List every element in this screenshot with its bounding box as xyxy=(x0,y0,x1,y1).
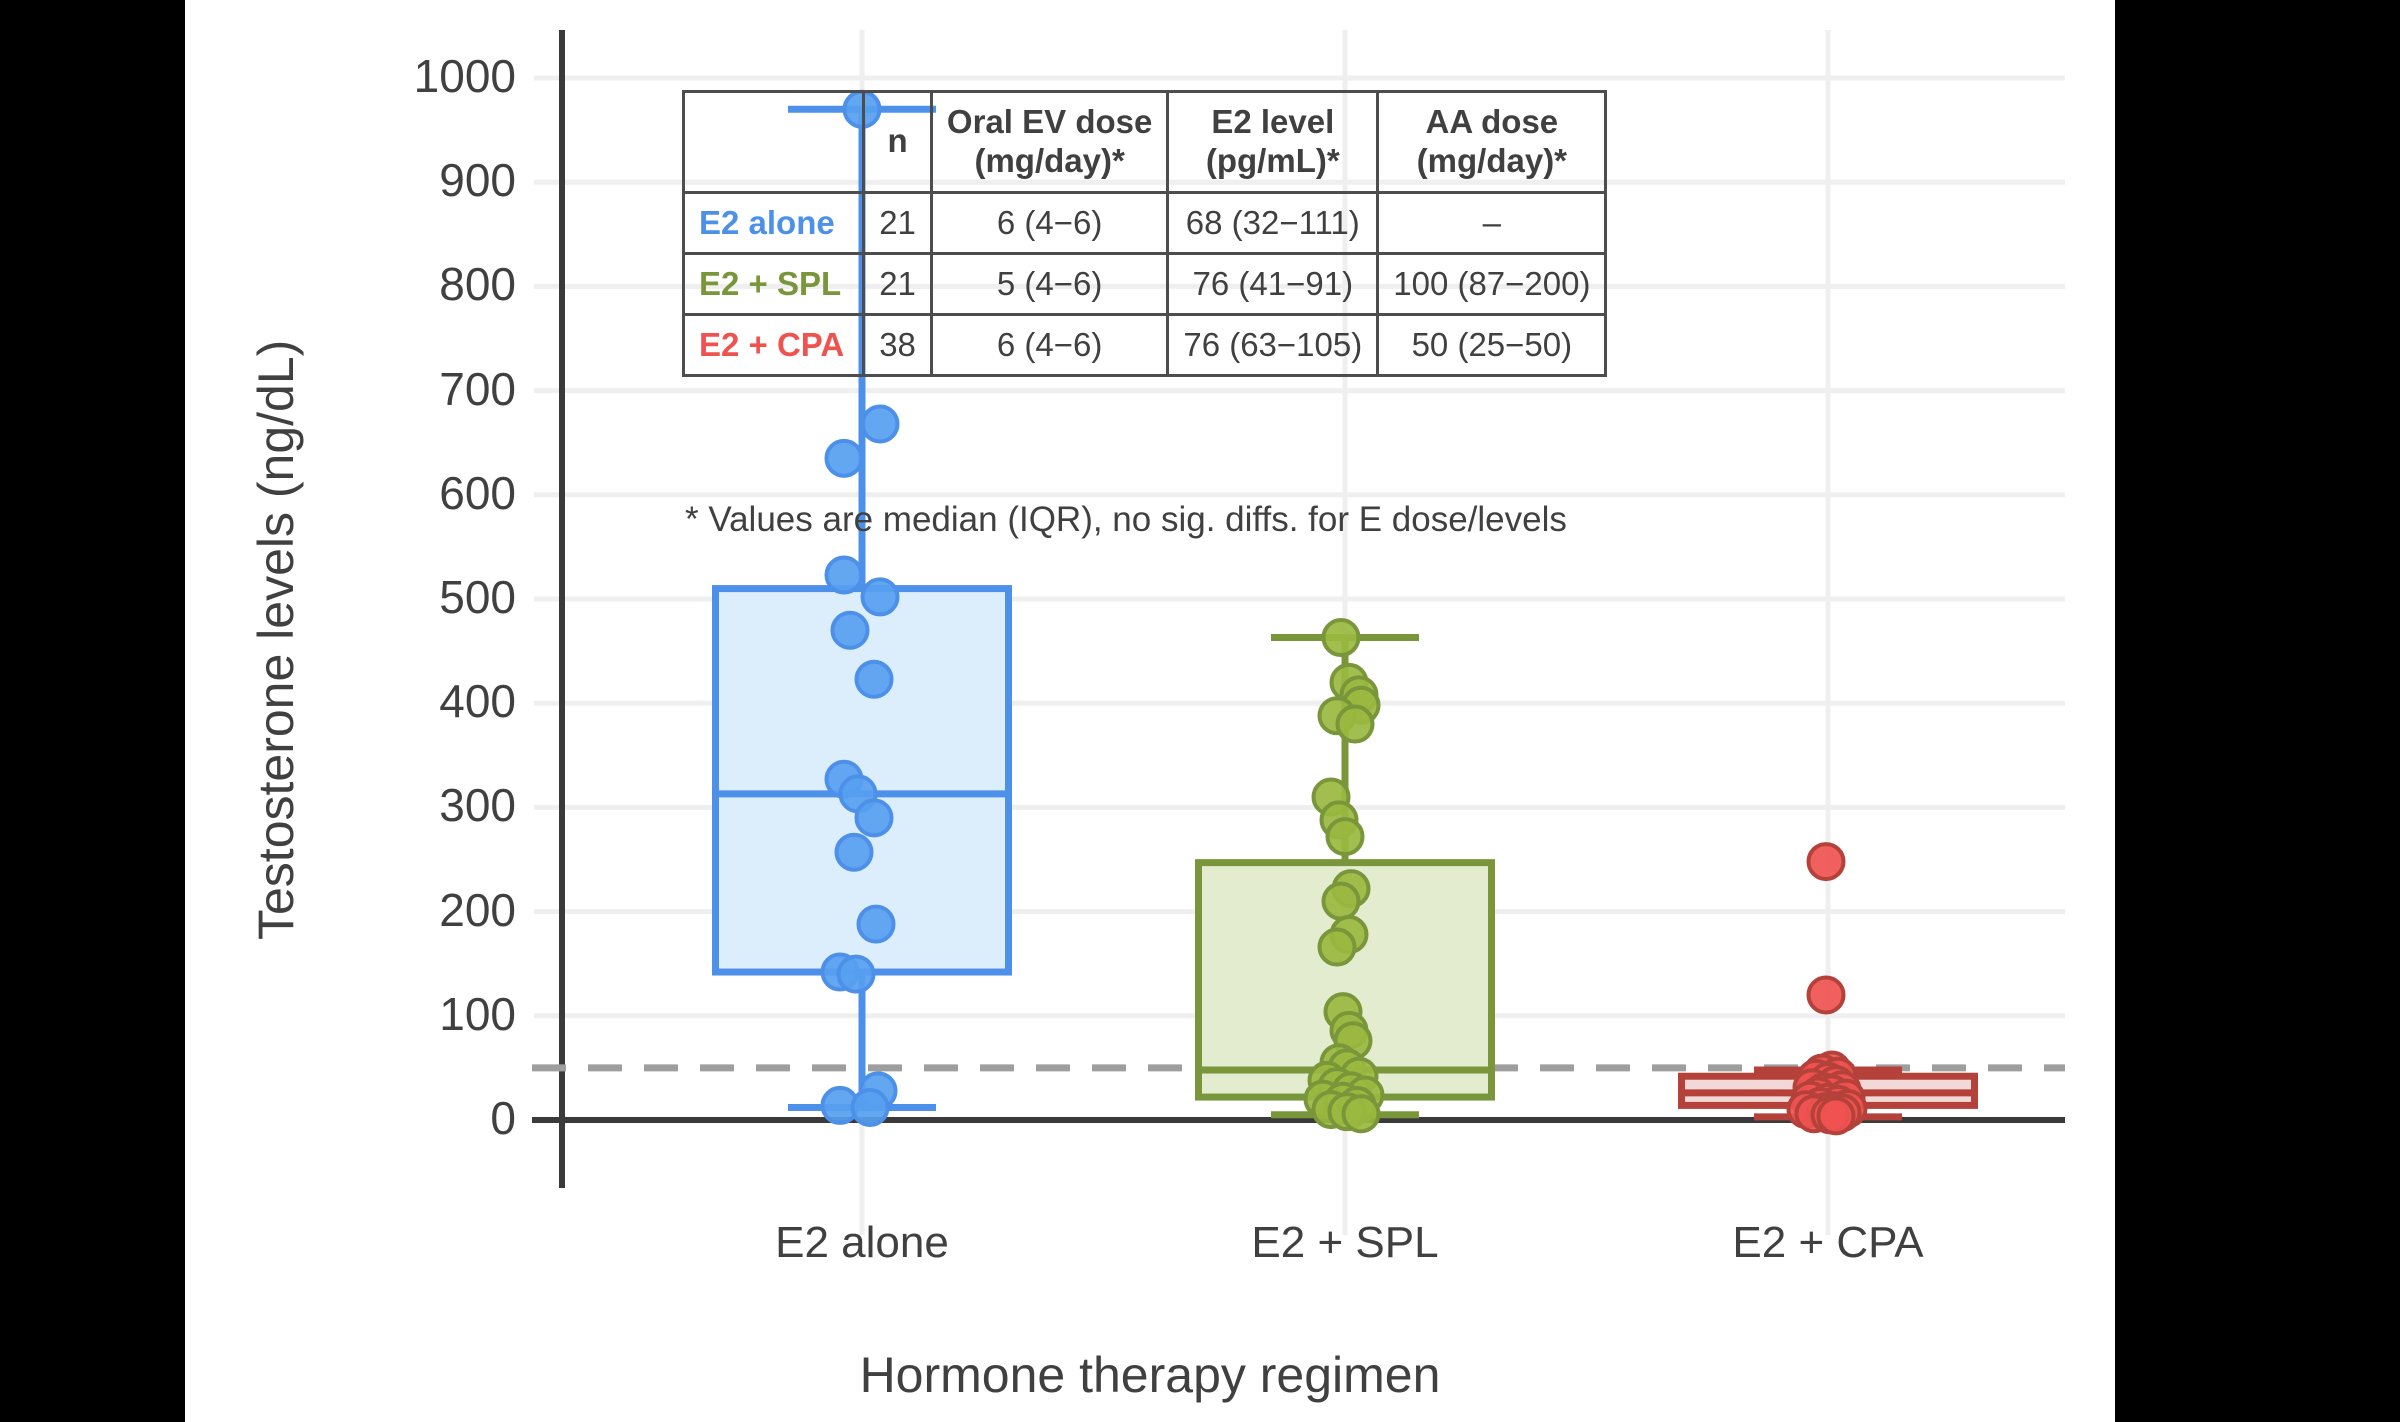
y-tick-label: 700 xyxy=(439,362,516,415)
table-row: E2 + SPL 21 5 (4−6) 76 (41−91) 100 (87−200) xyxy=(681,251,1608,316)
cell-n: 21 xyxy=(862,190,933,255)
data-point xyxy=(860,577,900,617)
data-point xyxy=(1325,817,1365,857)
data-point xyxy=(1341,1094,1381,1134)
y-tick-label: 400 xyxy=(439,675,516,728)
data-point xyxy=(850,1087,890,1127)
cell-e2-level: 76 (63−105) xyxy=(1166,312,1380,377)
table-header-aa-dose: AA dose (mg/day)* xyxy=(1376,90,1608,194)
y-tick-label: 800 xyxy=(439,258,516,311)
header-line-1: AA dose xyxy=(1425,103,1559,140)
header-line-1: n xyxy=(887,122,908,160)
cell-e2-level: 68 (32−111) xyxy=(1166,190,1380,255)
table-header-n: n xyxy=(862,90,933,194)
y-tick-label: 300 xyxy=(439,779,516,832)
cell-aa-dose: 50 (25−50) xyxy=(1376,312,1608,377)
y-tick-label: 500 xyxy=(439,571,516,623)
cell-n: 38 xyxy=(862,312,933,377)
data-point xyxy=(860,404,900,444)
cell-ev-dose: 6 (4−6) xyxy=(929,312,1170,377)
x-tick-label-3: E2 + CPA xyxy=(1732,1218,1924,1267)
x-tick-label-1: E2 alone xyxy=(775,1218,949,1267)
data-point xyxy=(1317,927,1357,967)
table-row: E2 alone 21 6 (4−6) 68 (32−111) – xyxy=(681,190,1608,255)
data-point xyxy=(1335,704,1375,744)
x-tick-label-2: E2 + SPL xyxy=(1251,1218,1439,1267)
cell-ev-dose: 5 (4−6) xyxy=(929,251,1170,316)
data-point xyxy=(1321,618,1361,658)
cell-ev-dose: 6 (4−6) xyxy=(929,190,1170,255)
data-point xyxy=(824,555,864,595)
cell-aa-dose: 100 (87−200) xyxy=(1376,251,1608,316)
data-point xyxy=(856,904,896,944)
boxplot-group-3 xyxy=(1678,842,1978,1136)
x-axis-title: Hormone therapy regimen xyxy=(859,1347,1441,1403)
data-point xyxy=(1816,1096,1856,1136)
y-tick-label: 0 xyxy=(490,1092,516,1144)
boxplot-group-2 xyxy=(1195,618,1495,1134)
data-point xyxy=(1806,842,1846,882)
table-header-row: n Oral EV dose (mg/day)* E2 level (pg/mL)*… xyxy=(681,90,1608,194)
cell-n: 21 xyxy=(862,251,933,316)
table-footnote: * Values are median (IQR), no sig. diffs… xyxy=(685,500,1567,539)
table-row: E2 + CPA 38 6 (4−6) 76 (63−105) 50 (25−50) xyxy=(681,312,1608,377)
data-point xyxy=(830,610,870,650)
chart-canvas: 0 100 200 300 400 500 600 700 800 900 1000 E2 alon… xyxy=(185,0,2115,1422)
data-point xyxy=(824,438,864,478)
summary-table: n Oral EV dose (mg/day)* E2 level (pg/mL)*… xyxy=(681,90,1608,377)
y-tick-label: 900 xyxy=(439,154,516,207)
y-tick-label: 600 xyxy=(439,466,516,519)
cell-aa-dose: – xyxy=(1376,190,1608,255)
header-line-2: (mg/day)* xyxy=(1416,141,1568,179)
data-point xyxy=(836,954,876,994)
data-point xyxy=(1806,975,1846,1015)
header-line-1: Oral EV dose xyxy=(946,103,1153,140)
data-point xyxy=(834,832,874,872)
cell-group: E2 + SPL xyxy=(681,251,866,316)
data-point xyxy=(854,798,894,838)
table-header-ev-dose: Oral EV dose (mg/day)* xyxy=(929,90,1170,194)
header-line-1: E2 level xyxy=(1211,103,1335,140)
header-line-2: (mg/day)* xyxy=(974,141,1125,179)
cell-group: E2 + CPA xyxy=(681,312,866,377)
data-point xyxy=(1321,881,1361,921)
y-tick-label: 1000 xyxy=(413,50,516,102)
boxplot-group-1 xyxy=(712,89,1012,1127)
y-axis-title: Testosterone levels (ng/dL) xyxy=(248,339,304,940)
header-line-2: (pg/mL)* xyxy=(1205,141,1340,179)
y-tick-label: 100 xyxy=(439,987,516,1040)
data-point xyxy=(854,659,894,699)
cell-e2-level: 76 (41−91) xyxy=(1166,251,1380,316)
y-tick-label: 200 xyxy=(439,883,516,936)
table-header-group xyxy=(681,90,866,194)
cell-group: E2 alone xyxy=(681,190,866,255)
table-header-e2-level: E2 level (pg/mL)* xyxy=(1166,90,1380,194)
